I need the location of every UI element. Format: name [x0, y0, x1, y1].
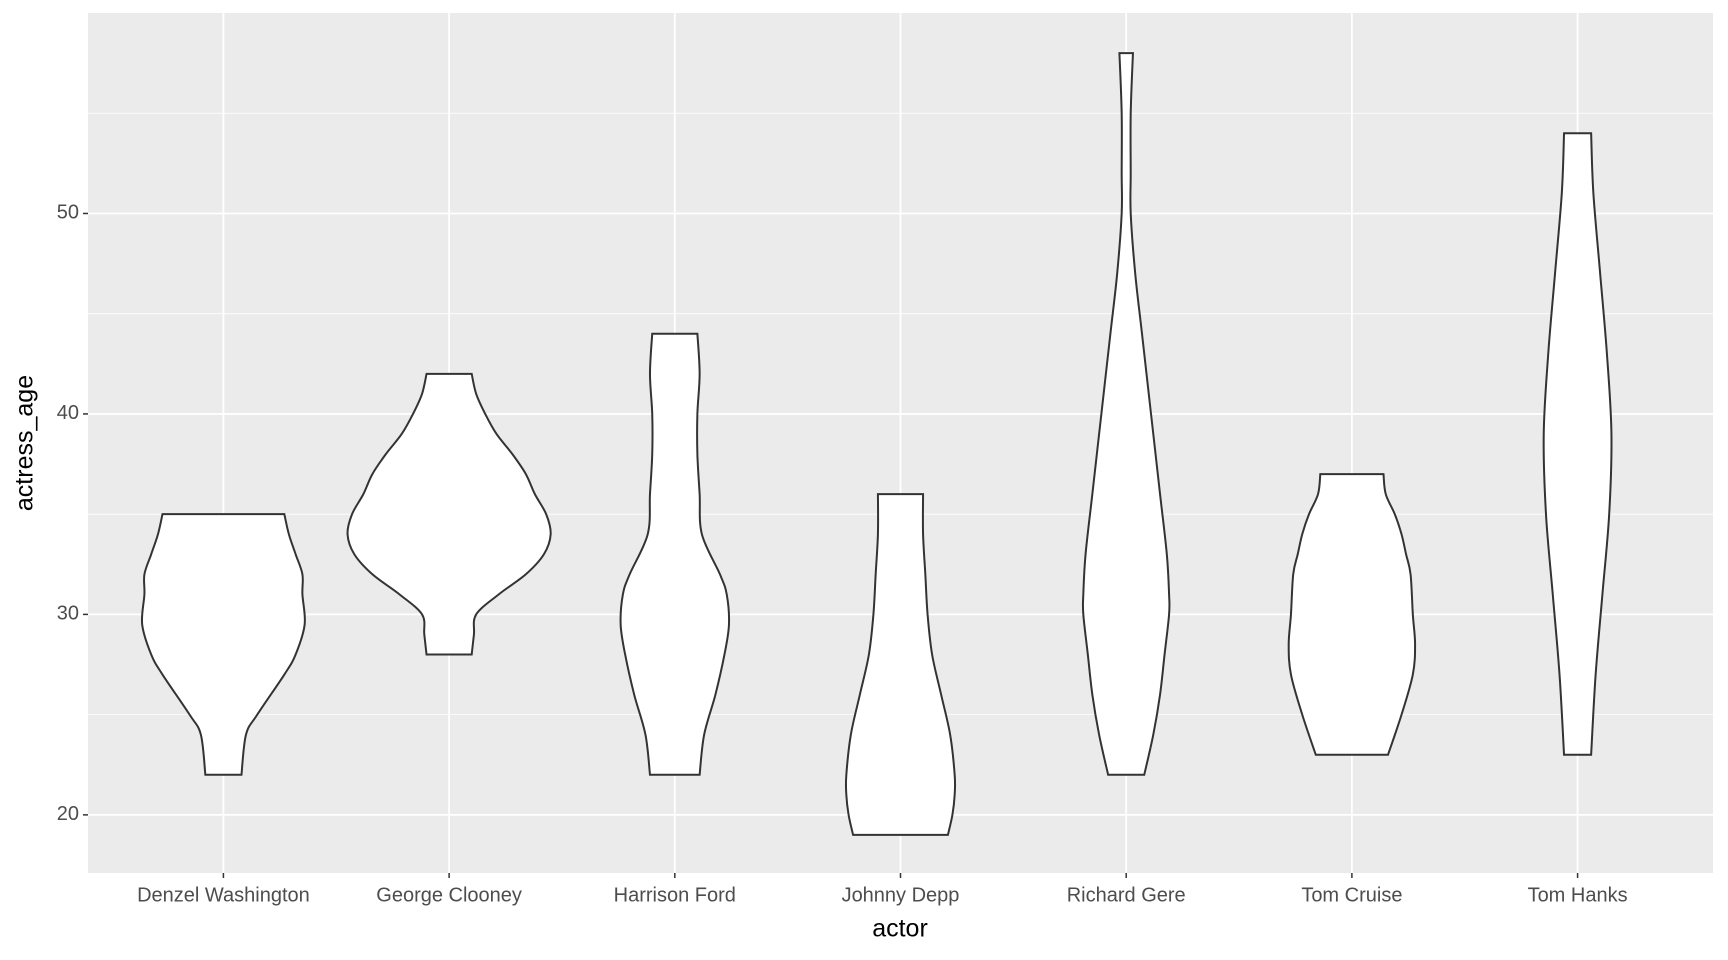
violin [1081, 52, 1171, 776]
x-tick-label: Tom Cruise [1301, 884, 1402, 906]
y-tick-label: 50 [57, 202, 79, 224]
y-axis-title: actress_age [11, 375, 39, 511]
y-tick-label: 20 [57, 803, 79, 825]
violin [346, 372, 552, 656]
x-axis-title: actor [872, 915, 928, 943]
x-tick-label: Harrison Ford [614, 884, 736, 906]
violin [1287, 473, 1417, 756]
y-tick-label: 30 [57, 603, 79, 625]
violin [844, 493, 957, 836]
violin [619, 332, 731, 776]
y-tick-label: 40 [57, 402, 79, 424]
violin [140, 513, 306, 776]
x-tick-label: Denzel Washington [137, 884, 310, 906]
x-tick-label: George Clooney [376, 884, 522, 906]
x-tick-label: Tom Hanks [1528, 884, 1628, 906]
violin [1542, 132, 1613, 756]
violins [140, 52, 1613, 836]
x-tick-label: Johnny Depp [842, 884, 960, 906]
x-tick-label: Richard Gere [1067, 884, 1186, 906]
